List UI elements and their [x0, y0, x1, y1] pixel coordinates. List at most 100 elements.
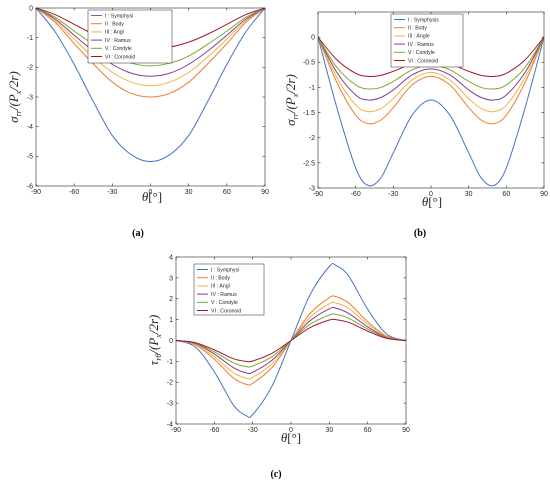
y-tick-label: -0.5 — [303, 60, 315, 67]
y-axis-label: σrr/(Px/2r) — [283, 74, 300, 126]
y-tick-label: -1.5 — [303, 110, 315, 117]
legend: I : Symphysi II : Body III : Angl IV : Ramu… — [87, 9, 173, 64]
x-tick-label: -60 — [351, 191, 361, 198]
y-axis-label-part: /2r) — [146, 315, 161, 336]
x-tick-label: 0 — [289, 427, 293, 434]
y-tick-label: -6 — [27, 183, 33, 190]
y-tick-label: -1 — [309, 85, 315, 92]
y-axis-label-part: /( — [146, 345, 161, 355]
y-axis-label-part: rθ — [154, 354, 163, 361]
y-axis-label-part: P — [6, 94, 21, 103]
x-axis-label-symbol: θ — [142, 189, 149, 204]
y-axis-label-part: σ — [6, 116, 21, 123]
y-axis-label-part: P — [283, 97, 298, 106]
panel-caption: (b) — [414, 228, 426, 239]
legend-label: III : Angl — [211, 284, 230, 290]
series-line-III — [318, 36, 544, 113]
x-tick-label: 60 — [223, 189, 231, 196]
y-axis-label-part: /( — [283, 105, 298, 115]
y-axis-label: σrr/(Px/2r) — [6, 71, 23, 123]
series-line-I — [36, 8, 265, 163]
y-tick-label: -2.5 — [303, 160, 315, 167]
y-axis-label-part: rr — [291, 112, 300, 119]
series-line-I — [318, 37, 544, 187]
legend-label: VI : Coronoid — [105, 54, 135, 60]
legend-label: VI : Coronoid — [211, 308, 241, 314]
series-line-III — [36, 8, 265, 87]
x-tick-label: 90 — [402, 427, 410, 434]
x-tick-label: 30 — [185, 189, 193, 196]
y-axis-label-part: /2r) — [283, 74, 298, 95]
legend-box — [390, 13, 464, 68]
y-tick-label: -4 — [167, 421, 173, 428]
x-tick-label: 60 — [502, 191, 510, 198]
y-tick-label: 1 — [169, 317, 173, 324]
legend-label: III : Angle — [408, 34, 430, 40]
y-axis-label: τrθ/(Px/2r) — [146, 315, 163, 366]
y-tick-label: -5 — [27, 154, 33, 161]
legend-label: IV : Ramus — [211, 292, 237, 298]
x-tick-label: -90 — [31, 189, 41, 196]
series-line-II — [318, 36, 544, 125]
x-tick-label: -60 — [209, 427, 219, 434]
series-line-V — [36, 8, 265, 67]
series-line-IV — [36, 8, 265, 77]
y-tick-label: -1 — [167, 359, 173, 366]
panel-caption: (a) — [132, 228, 144, 239]
x-axis-label: θ[°] — [422, 194, 442, 209]
y-axis-label-part: /( — [6, 102, 21, 112]
y-axis-label-part: P — [146, 338, 161, 347]
chart-panel-2: -90 -60 -30 0 30 60 90 4 3 2 1 0 -1 -2 -3 -4 I : Symphys… — [146, 254, 410, 480]
legend-label: V : Condyle — [105, 46, 132, 52]
legend-label: V : Condyle — [408, 50, 435, 56]
x-axis-label-unit: [°] — [148, 189, 162, 204]
y-axis-label-part: x — [291, 93, 300, 98]
y-tick-label: -3 — [27, 94, 33, 101]
x-tick-label: 90 — [540, 191, 548, 198]
legend-label: IV : Ramus — [105, 38, 131, 44]
y-axis-label-part: x — [154, 334, 163, 339]
x-axis-label-symbol: θ — [281, 430, 288, 445]
x-axis-label-unit: [°] — [428, 194, 442, 209]
y-axis-label-part: rr — [14, 109, 23, 116]
panel-caption: (c) — [270, 469, 281, 480]
legend-box — [193, 263, 265, 316]
legend-label: II : Body — [105, 22, 124, 28]
chart-panel-0: -90 -60 -30 0 30 60 90 0 -1 -2 -3 -4 -5 -6 I : Symphys… — [6, 5, 269, 239]
y-tick-label: -2 — [27, 65, 33, 72]
y-tick-label: 4 — [169, 254, 173, 261]
y-tick-label: -3 — [309, 185, 315, 192]
series-line-VI — [176, 318, 406, 363]
x-axis-label-symbol: θ — [422, 194, 429, 209]
y-tick-label: 0 — [311, 35, 315, 42]
y-tick-label: -1 — [27, 35, 33, 42]
chart-panel-1: -90 -60 -30 0 30 60 90 0 -0.5 -1 -1.5 -2 -2.5 -3 I : S… — [283, 11, 548, 239]
y-tick-label: 0 — [29, 5, 33, 12]
x-tick-label: -60 — [69, 189, 79, 196]
x-tick-label: 60 — [364, 427, 372, 434]
x-axis-label-unit: [°] — [287, 430, 301, 445]
y-axis-label-part: x — [14, 90, 23, 95]
legend-label: II : Body — [211, 276, 230, 282]
series-line-IV — [318, 36, 544, 101]
x-tick-label: 90 — [261, 189, 269, 196]
y-tick-label: 3 — [169, 275, 173, 282]
legend-label: III : Angl — [105, 30, 124, 36]
y-tick-label: -2 — [309, 135, 315, 142]
x-axis-label: θ[°] — [142, 189, 162, 204]
legend-label: I : Symphysis — [408, 17, 439, 23]
y-tick-label: -3 — [167, 401, 173, 408]
y-axis-label-part: τ — [146, 359, 161, 365]
y-tick-label: 2 — [169, 296, 173, 303]
legend-label: I : Symphysi — [105, 13, 133, 19]
y-tick-label: -2 — [167, 380, 173, 387]
series-group — [176, 262, 406, 419]
y-axis-label-part: σ — [283, 119, 298, 126]
legend-label: VI : Coronoid — [408, 58, 438, 64]
x-tick-label: -30 — [248, 427, 258, 434]
legend: I : Symphysi II : Body III : Angl IV : Ramu… — [193, 263, 265, 316]
y-tick-label: 0 — [169, 338, 173, 345]
legend: I : Symphysis II : Body III : Angle IV : Ra… — [390, 13, 464, 68]
x-tick-label: 0 — [429, 191, 433, 198]
